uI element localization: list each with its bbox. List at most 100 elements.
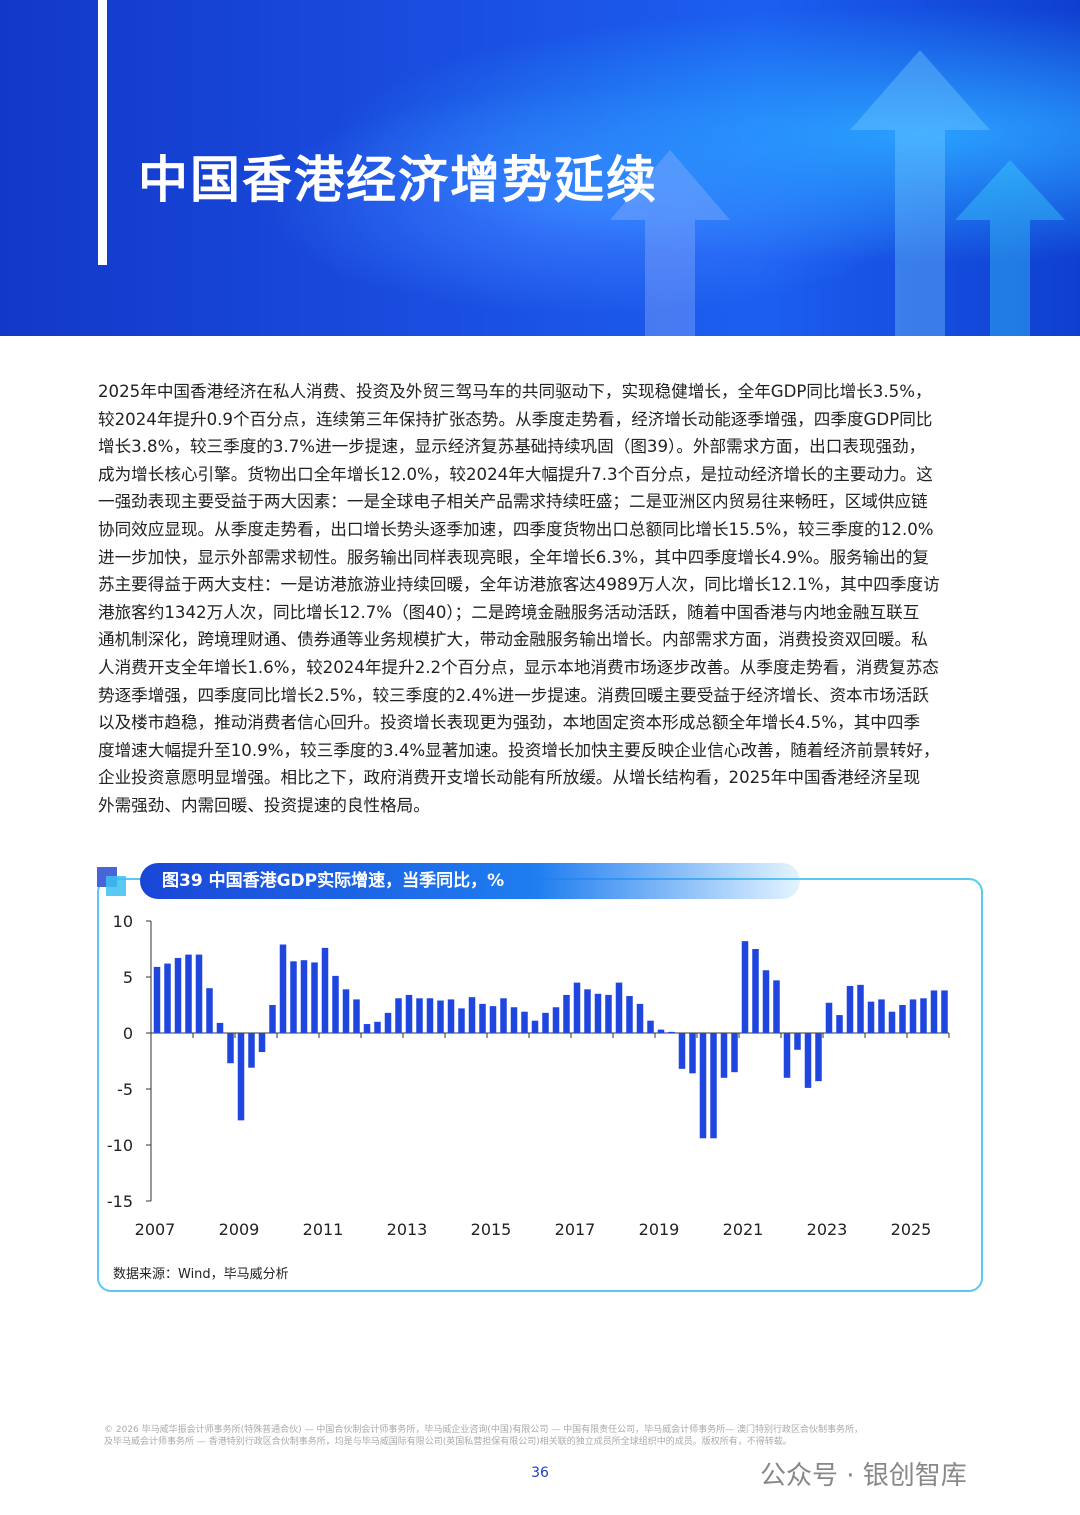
bar	[741, 941, 749, 1033]
bar	[762, 970, 770, 1033]
arrow-up-icon	[955, 160, 1065, 336]
body-line: 企业投资意愿明显增强。相比之下，政府消费开支增长动能有所放缓。从增长结构看，20…	[98, 768, 921, 788]
bar	[353, 999, 360, 1033]
bar	[237, 1033, 245, 1121]
body-line: 港旅客约1342万人次，同比增长12.7%（图40）；二是跨境金融服务活动活跃，…	[98, 602, 920, 622]
bar	[164, 963, 171, 1033]
bar	[909, 999, 917, 1033]
arrow-up-icon	[850, 50, 990, 336]
bar	[584, 989, 591, 1033]
bar	[573, 982, 581, 1033]
bar	[710, 1033, 717, 1139]
bar	[342, 989, 350, 1033]
y-tick-label: 5	[123, 968, 133, 987]
bar	[920, 998, 927, 1033]
body-line: 增长3.8%，较三季度的3.7%进一步提速，显示经济复苏基础持续巩固（图39）。…	[98, 437, 926, 457]
footer-line: 及毕马威会计师事务所 — 香港特别行政区合伙制事务所，均是与毕马威国际有限公司(…	[104, 1437, 792, 1447]
bar	[678, 1033, 686, 1069]
bar	[185, 954, 192, 1033]
bar	[542, 1012, 549, 1033]
body-line: 进一步加快，显示外部需求韧性。服务输出同样表现亮眼，全年增长6.3%，其中四季度…	[98, 547, 930, 567]
body-line: 度增速大幅提升至10.9%，较三季度的3.4%显著加速。投资增长加快主要反映企业…	[98, 740, 940, 760]
bar	[311, 962, 318, 1033]
watermark: 公众号 · 银创智库	[760, 1461, 967, 1491]
bar	[458, 1008, 465, 1033]
y-tick-label: -15	[107, 1192, 133, 1211]
x-tick-label: 2019	[639, 1220, 680, 1239]
bar	[332, 975, 339, 1033]
bar	[941, 990, 948, 1033]
page-title: 中国香港经济增势延续	[138, 151, 658, 209]
body-line: 人消费开支全年增长1.6%，较2024年提升2.2个百分点，显示本地消费市场逐步…	[98, 657, 939, 677]
y-tick-label: 0	[123, 1024, 133, 1043]
bar	[752, 949, 759, 1033]
body-line: 一强劲表现主要受益于两大因素：一是全球电子相关产品需求持续旺盛；二是亚洲区内贸易…	[98, 492, 928, 512]
bar	[563, 994, 570, 1033]
bar	[605, 994, 612, 1033]
bar	[783, 1033, 791, 1078]
bar	[531, 1020, 539, 1033]
x-tick-label: 2011	[303, 1220, 344, 1239]
bar	[794, 1033, 801, 1050]
accent-bar	[98, 0, 107, 265]
bar	[300, 960, 308, 1033]
x-tick-label: 2017	[555, 1220, 596, 1239]
bar	[825, 1002, 833, 1033]
bar	[857, 984, 864, 1033]
arrow-up-icon	[610, 150, 730, 336]
copyright-footer: © 2026 毕马威华振会计师事务所(特殊普通合伙) — 中国合伙制会计师事务所…	[104, 1424, 984, 1448]
bar	[405, 994, 413, 1033]
bar	[867, 1001, 875, 1033]
bar	[899, 1005, 906, 1033]
bar	[206, 988, 213, 1033]
bar	[594, 993, 602, 1033]
body-paragraph: 2025年中国香港经济在私人消费、投资及外贸三驾马车的共同驱动下，实现稳健增长，…	[98, 378, 988, 820]
body-line: 协同效应显现。从季度走势看，出口增长势头逐季加速，四季度货物出口总额同比增长15…	[98, 519, 934, 539]
bar	[521, 1011, 528, 1033]
x-tick-label: 2021	[723, 1220, 764, 1239]
chart-source: 数据来源：Wind，毕马威分析	[113, 1267, 289, 1282]
bar	[227, 1033, 234, 1064]
bar	[615, 982, 623, 1033]
bar	[426, 998, 434, 1033]
bar	[416, 998, 423, 1033]
bar	[290, 961, 297, 1033]
y-tick-label: 10	[113, 912, 133, 931]
x-tick-label: 2009	[219, 1220, 260, 1239]
x-tick-label: 2007	[135, 1220, 176, 1239]
x-tick-label: 2015	[471, 1220, 512, 1239]
bar	[846, 985, 854, 1033]
bar	[447, 999, 455, 1033]
bar	[500, 998, 507, 1033]
bar	[384, 1012, 392, 1033]
bar	[489, 1006, 497, 1033]
footer-line: © 2026 毕马威华振会计师事务所(特殊普通合伙) — 中国合伙制会计师事务所…	[104, 1425, 863, 1435]
bar	[552, 1007, 560, 1033]
x-tick-label: 2013	[387, 1220, 428, 1239]
bar	[888, 1011, 896, 1033]
decor-square	[106, 876, 126, 896]
bar	[174, 957, 182, 1033]
bar	[468, 997, 476, 1033]
bar	[216, 1022, 224, 1033]
bar	[773, 980, 780, 1033]
body-line: 2025年中国香港经济在私人消费、投资及外贸三驾马车的共同驱动下，实现稳健增长，…	[98, 382, 932, 401]
bar	[815, 1033, 822, 1082]
bar	[437, 1000, 444, 1033]
body-line: 外需强劲、内需回暖、投资提速的良性格局。	[98, 795, 430, 815]
body-line: 以及楼市趋稳，推动消费者信心回升。投资增长表现更为强劲，本地固定资本形成总额全年…	[98, 713, 921, 733]
bar	[363, 1024, 371, 1033]
bar	[279, 944, 287, 1033]
chart-title: 图39 中国香港GDP实际增速，当季同比，%	[140, 863, 800, 899]
bar	[699, 1033, 707, 1139]
bar	[395, 998, 402, 1033]
bar	[510, 1007, 518, 1033]
bar	[248, 1033, 255, 1068]
bar	[668, 1031, 675, 1033]
bar	[626, 996, 633, 1033]
bar	[374, 1021, 381, 1033]
body-line: 势逐季增强，四季度同比增长2.5%，较三季度的2.4%进一步提速。消费回暖主要受…	[98, 685, 930, 705]
bar	[153, 966, 161, 1033]
x-tick-label: 2025	[891, 1220, 932, 1239]
